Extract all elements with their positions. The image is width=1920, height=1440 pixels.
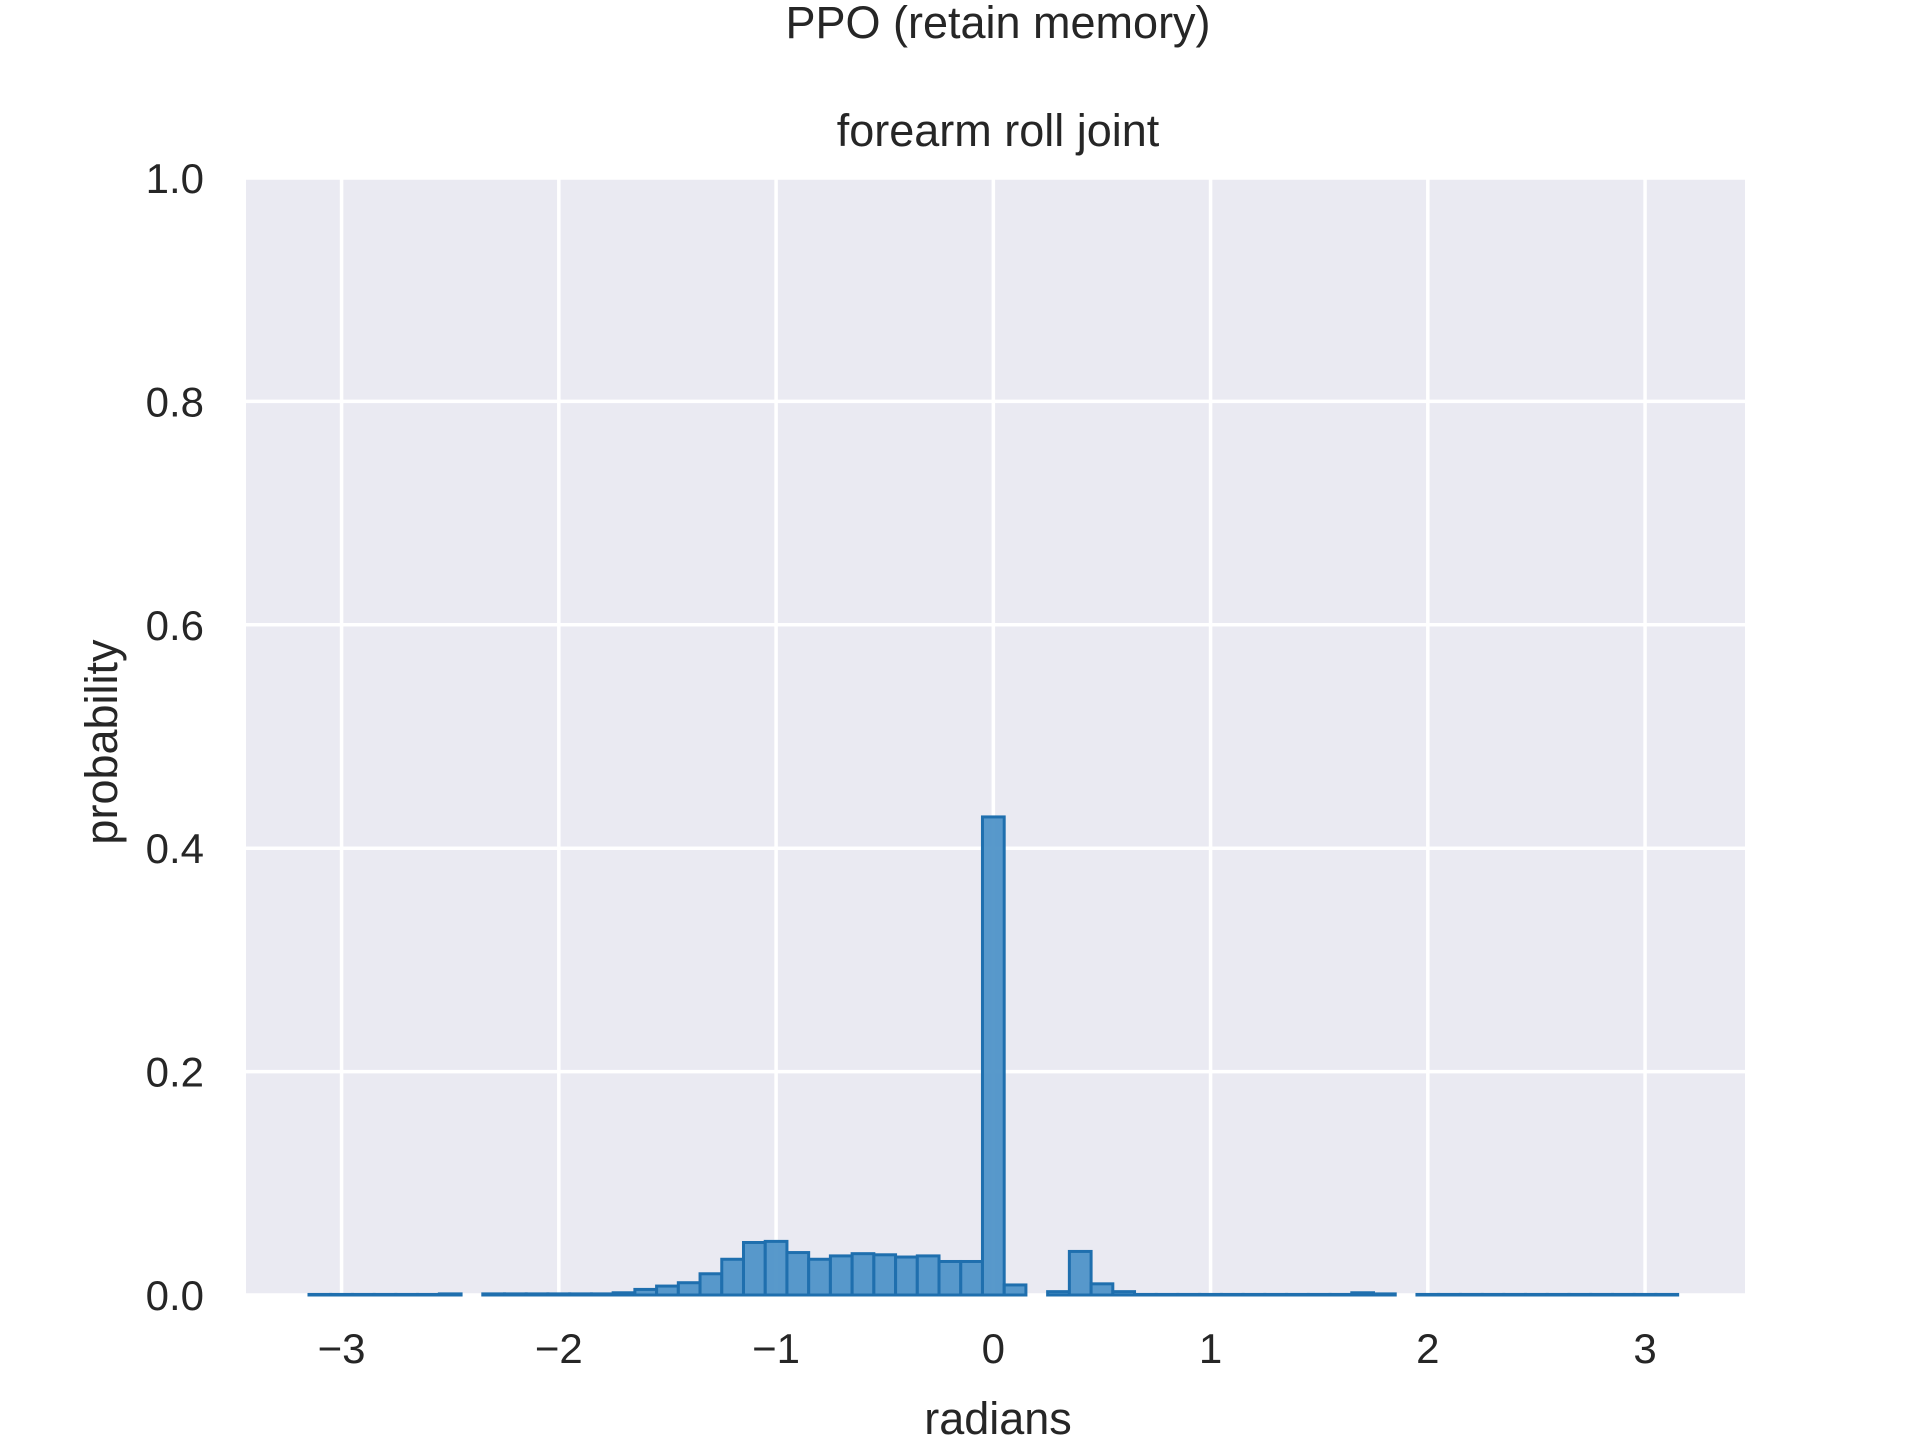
histogram-bar bbox=[741, 1241, 767, 1297]
histogram-bar bbox=[1111, 1290, 1137, 1297]
histogram-bar bbox=[524, 1292, 550, 1297]
x-tick-label: 3 bbox=[1633, 1325, 1656, 1372]
histogram-bar bbox=[763, 1239, 789, 1297]
histogram-bar bbox=[1263, 1292, 1289, 1297]
y-tick-label: 0.6 bbox=[146, 602, 204, 649]
histogram-bar bbox=[546, 1292, 572, 1297]
histogram-bar bbox=[785, 1251, 811, 1297]
histogram-bar bbox=[1458, 1292, 1484, 1297]
histogram-bar bbox=[437, 1292, 463, 1297]
histogram-bar bbox=[1415, 1292, 1441, 1297]
histogram-bar bbox=[1350, 1291, 1376, 1297]
histogram-bar bbox=[372, 1292, 398, 1297]
histogram-bar bbox=[329, 1292, 354, 1297]
histogram-bar bbox=[828, 1254, 854, 1297]
x-tick-label: 0 bbox=[982, 1325, 1005, 1372]
y-tick-label: 0.0 bbox=[146, 1272, 204, 1319]
histogram-bar bbox=[698, 1272, 724, 1297]
histogram-bar bbox=[1241, 1292, 1267, 1297]
histogram-bar bbox=[1589, 1292, 1614, 1297]
histogram-bar bbox=[1610, 1292, 1636, 1297]
histogram-bar bbox=[1198, 1292, 1223, 1297]
figure-title: PPO (retain memory) bbox=[785, 0, 1210, 48]
histogram-bar bbox=[394, 1292, 420, 1297]
histogram-bar bbox=[307, 1292, 333, 1297]
histogram-bar bbox=[1002, 1283, 1028, 1297]
histogram-bar bbox=[568, 1292, 593, 1297]
histogram-bar bbox=[1133, 1292, 1158, 1297]
histogram-bar bbox=[1285, 1292, 1310, 1297]
y-tick-label: 0.2 bbox=[146, 1049, 204, 1096]
histogram-bar bbox=[894, 1255, 919, 1297]
x-tick-label: −1 bbox=[752, 1325, 800, 1372]
histogram-bar bbox=[872, 1253, 898, 1297]
x-tick-label: −3 bbox=[318, 1325, 366, 1372]
x-tick-label: −2 bbox=[535, 1325, 583, 1372]
x-axis-label: radians bbox=[924, 1393, 1072, 1440]
histogram-bar bbox=[1328, 1292, 1354, 1297]
histogram-bar bbox=[416, 1292, 441, 1297]
histogram-bars bbox=[307, 815, 1680, 1297]
histogram-bar bbox=[676, 1281, 702, 1297]
x-tick-labels: −3 −2 −1 0 1 2 3 bbox=[318, 1325, 1657, 1372]
y-tick-label: 1.0 bbox=[146, 155, 204, 202]
histogram-bar bbox=[1524, 1292, 1549, 1297]
x-tick-label: 2 bbox=[1416, 1325, 1439, 1372]
histogram-bar bbox=[850, 1252, 876, 1297]
histogram-bar bbox=[720, 1257, 745, 1297]
histogram-bar bbox=[655, 1284, 680, 1297]
chart-title: forearm roll joint bbox=[837, 105, 1160, 156]
histogram-bar bbox=[1502, 1292, 1528, 1297]
histogram-bar bbox=[611, 1291, 637, 1297]
histogram-bar bbox=[481, 1292, 507, 1297]
histogram-bar bbox=[1154, 1292, 1180, 1297]
histogram-bar bbox=[1372, 1292, 1397, 1297]
histogram-bar bbox=[633, 1287, 659, 1297]
histogram-bar bbox=[1067, 1249, 1093, 1297]
histogram-bar bbox=[503, 1292, 528, 1297]
histogram-bar bbox=[1567, 1292, 1593, 1297]
histogram-bar bbox=[1654, 1292, 1680, 1297]
histogram-bar bbox=[959, 1259, 984, 1297]
histogram-bar bbox=[980, 815, 1006, 1297]
histogram-bar bbox=[1046, 1290, 1071, 1297]
y-axis-label: probability bbox=[76, 639, 127, 845]
histogram-bar bbox=[1219, 1292, 1245, 1297]
y-tick-label: 0.8 bbox=[146, 378, 204, 425]
y-tick-label: 0.4 bbox=[146, 825, 204, 872]
histogram-bar bbox=[350, 1292, 376, 1297]
histogram-bar bbox=[589, 1292, 615, 1297]
histogram-bar bbox=[1545, 1292, 1571, 1297]
histogram-bar bbox=[1306, 1292, 1332, 1297]
histogram-bar bbox=[937, 1259, 963, 1297]
histogram-bar bbox=[1480, 1292, 1506, 1297]
histogram-bar bbox=[1089, 1282, 1115, 1297]
histogram-bar bbox=[1632, 1292, 1658, 1297]
histogram-bar bbox=[1176, 1292, 1202, 1297]
histogram-bar bbox=[915, 1254, 941, 1297]
histogram-bar bbox=[807, 1257, 832, 1297]
x-tick-label: 1 bbox=[1199, 1325, 1222, 1372]
y-tick-labels: 0.0 0.2 0.4 0.6 0.8 1.0 bbox=[146, 155, 204, 1319]
histogram-bar bbox=[1437, 1292, 1462, 1297]
